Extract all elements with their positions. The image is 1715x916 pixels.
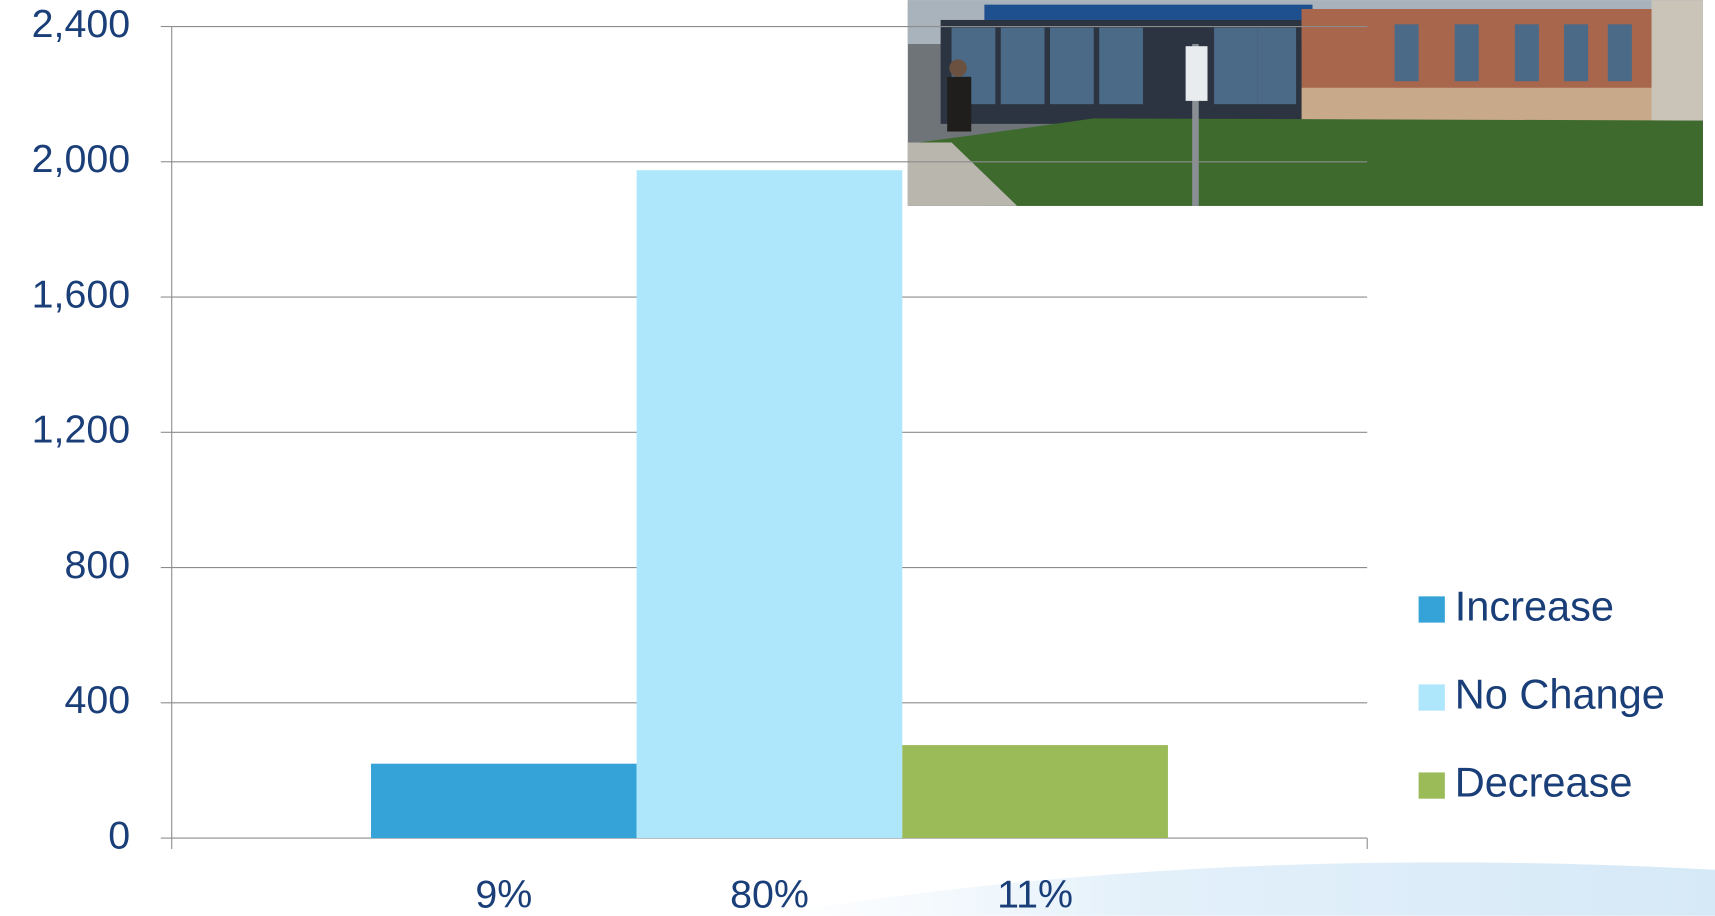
photo (907, 0, 1703, 206)
bar (636, 170, 903, 839)
legend-swatch (1418, 684, 1445, 711)
legend-swatch (1418, 596, 1445, 623)
legend-label: Decrease (1455, 759, 1633, 806)
y-tick-label: 1,200 (32, 408, 131, 452)
y-tick-label: 2,400 (32, 2, 131, 46)
bar-annotation: 11% (997, 873, 1073, 916)
background-swoosh (765, 862, 1715, 916)
legend-swatch (1418, 772, 1445, 799)
legend-label: Increase (1455, 582, 1614, 629)
bar-annotation: 80% (730, 873, 809, 916)
legend-label: No Change (1455, 671, 1665, 718)
bar (902, 745, 1168, 839)
bar-annotation: 9% (475, 873, 532, 916)
y-tick-label: 800 (64, 543, 130, 587)
y-tick-label: 1,600 (32, 272, 131, 316)
y-tick-label: 2,000 (32, 137, 131, 181)
plot-area: 0 400 800 1,200 1,600 2,000 2,400 9% 80% 11% Incre… (32, 2, 1665, 916)
y-tick-label: 400 (64, 678, 130, 722)
y-tick-label: 0 (108, 813, 130, 857)
bar (370, 763, 637, 839)
